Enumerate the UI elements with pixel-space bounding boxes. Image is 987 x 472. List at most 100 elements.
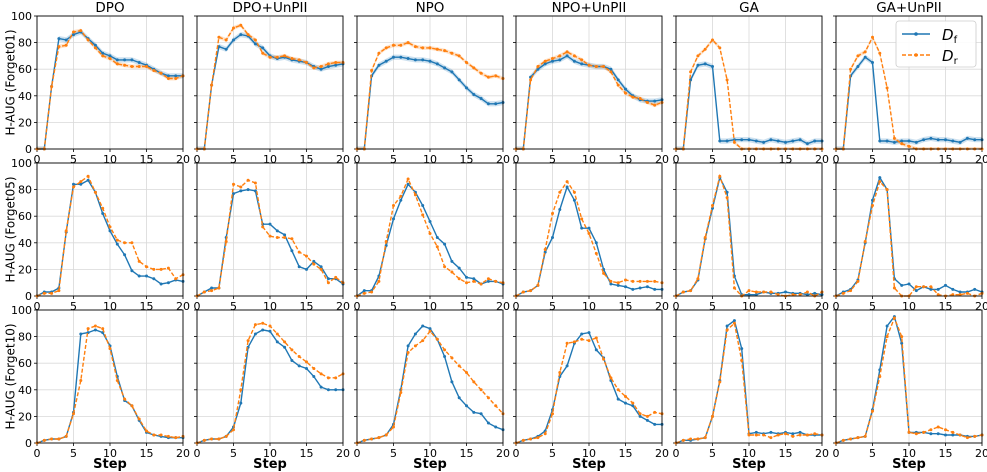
series-dr-point	[123, 63, 127, 67]
y-tick-label: 40	[18, 384, 32, 397]
series-df-point	[399, 198, 403, 202]
series-df-point	[653, 287, 657, 291]
series-dr-point	[479, 282, 483, 286]
series-df-point	[450, 380, 454, 384]
series-df-point	[472, 92, 476, 96]
series-dr-point	[791, 434, 795, 438]
series-dr-point	[202, 438, 206, 442]
series-df-point	[239, 189, 243, 193]
series-dr-point	[370, 69, 374, 73]
series-df-point	[973, 287, 977, 291]
y-tick-label: 20	[18, 116, 32, 129]
y-tick-label: 0	[25, 290, 32, 303]
panel: 0 5 10 15 20 Step	[354, 309, 510, 472]
series-df-point	[653, 422, 657, 426]
x-tick-label: 0	[194, 300, 201, 313]
series-dr-point	[973, 434, 977, 438]
series-dr-point	[885, 188, 889, 192]
panel: 0 20 40 60 80 100 0 5 10 15 20 Step	[11, 304, 190, 472]
series-dr-point	[494, 404, 498, 408]
series-df-point	[645, 285, 649, 289]
series-dr-point	[594, 65, 598, 69]
series-dr-point	[312, 367, 316, 371]
series-df-point	[443, 66, 447, 70]
series-dr-point	[72, 185, 75, 189]
series-df-point	[79, 182, 83, 186]
x-axis-label: Step	[413, 457, 447, 472]
series-dr-point	[696, 277, 700, 281]
series-dr-point	[805, 433, 809, 437]
series-dr-point	[494, 74, 498, 78]
series-df-point	[624, 285, 627, 289]
series-dr-point	[166, 266, 170, 270]
series-dr-point	[631, 401, 635, 405]
series-df-point	[472, 277, 476, 281]
series-df-point	[246, 188, 250, 192]
series-dr-point	[57, 289, 61, 293]
series-df-point	[878, 139, 882, 143]
series-dr-point	[93, 190, 97, 194]
series-df-point	[958, 290, 962, 294]
x-tick-label: 20	[975, 300, 987, 313]
series-dr-point	[602, 357, 606, 361]
legend-label-subscript: r	[954, 56, 959, 67]
x-tick-label: 5	[390, 300, 397, 313]
series-dr-point	[232, 26, 235, 30]
series-df-point	[312, 259, 316, 263]
series-df-point	[587, 226, 591, 230]
series-dr-point	[696, 54, 700, 58]
series-df-point	[936, 138, 940, 142]
x-tick-label: 0	[354, 300, 361, 313]
series-dr-point	[79, 180, 83, 184]
series-df-point	[973, 138, 977, 142]
panel-frame	[675, 162, 823, 297]
series-df-point	[253, 189, 257, 193]
series-df-point	[108, 229, 112, 233]
series-df-point	[450, 70, 454, 74]
series-df-point	[465, 275, 468, 279]
series-dr-point	[370, 437, 374, 441]
series-df-point	[944, 138, 947, 142]
series-dr-point	[907, 430, 911, 434]
panel: 0 5 10 15 20	[513, 162, 669, 313]
series-dr-point	[283, 235, 287, 239]
series-dr-point	[856, 279, 860, 283]
series-dr-point	[465, 61, 468, 65]
legend-label-base: D	[942, 47, 954, 65]
series-dr-point	[863, 50, 867, 54]
series-dr-point	[377, 279, 381, 283]
series-dr-point	[123, 397, 127, 401]
series-df-point	[334, 388, 338, 392]
series-dr-point	[86, 38, 90, 42]
series-dr-line	[515, 180, 663, 297]
column-title: GA+UnPII	[876, 0, 942, 16]
series-df-point	[936, 287, 940, 291]
series-dr-point	[572, 340, 576, 344]
series-dr-point	[261, 51, 265, 55]
series-dr-point	[152, 69, 156, 73]
series-df-point	[798, 138, 802, 142]
series-dr-point	[689, 437, 693, 441]
x-tick-label: 0	[513, 300, 520, 313]
legend-label: Df	[942, 26, 958, 46]
series-df-point	[951, 139, 955, 143]
series-dr-point	[878, 180, 882, 184]
series-dr-point	[900, 335, 904, 339]
series-dr-point	[413, 344, 417, 348]
x-tick-label: 10	[742, 447, 756, 460]
series-df-point	[101, 51, 105, 55]
series-df-point	[486, 279, 490, 283]
y-tick-label: 0	[25, 437, 32, 450]
series-dr-point	[450, 356, 454, 360]
series-df-point	[362, 289, 366, 293]
series-dr-point	[130, 404, 134, 408]
series-dr-point	[399, 194, 403, 198]
legend-label-base: D	[942, 26, 954, 44]
series-dr-point	[616, 83, 620, 87]
series-dr-point	[711, 38, 714, 42]
series-dr-point	[283, 340, 287, 344]
series-dr-point	[645, 279, 649, 283]
series-dr-point	[159, 433, 163, 437]
series-dr-point	[711, 414, 714, 418]
series-dr-point	[587, 339, 591, 343]
